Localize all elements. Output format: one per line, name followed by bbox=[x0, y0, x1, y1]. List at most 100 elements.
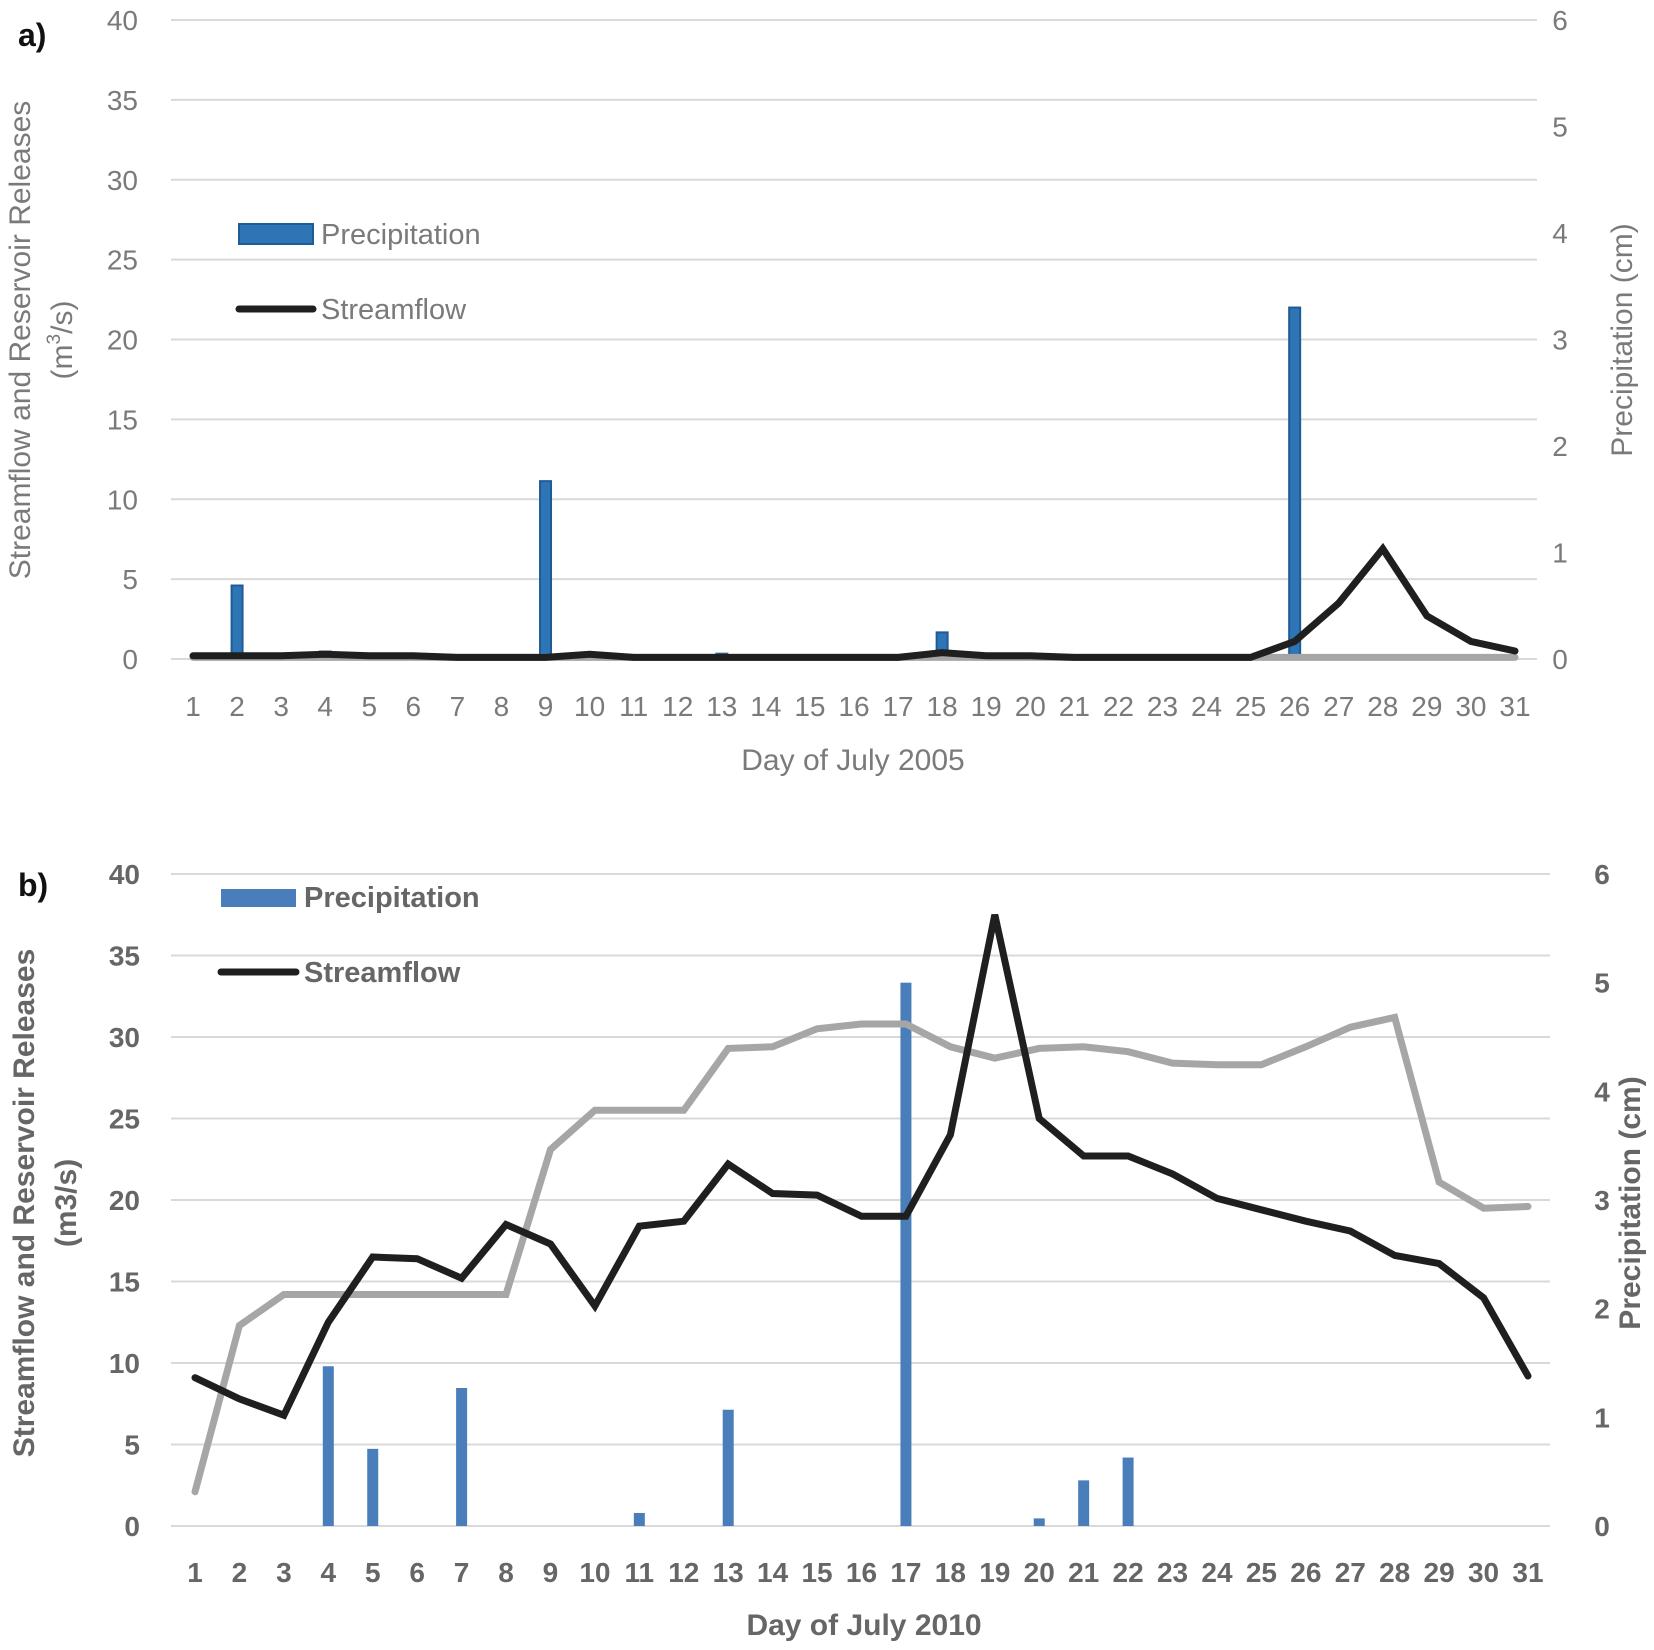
x-tick-label: 9 bbox=[543, 1557, 559, 1588]
x-tick-label: 20 bbox=[1015, 691, 1046, 722]
left-tick-label: 20 bbox=[109, 1185, 140, 1216]
right-tick-label: 6 bbox=[1594, 859, 1610, 890]
panel-b-left-axis: 0 5 10 15 20 25 30 35 40 bbox=[109, 859, 140, 1542]
x-tick-label: 29 bbox=[1411, 691, 1442, 722]
streamflow-line bbox=[191, 914, 1532, 1420]
reservoir-releases-line bbox=[191, 1013, 1532, 1496]
precipitation-bar bbox=[1078, 1480, 1090, 1526]
x-tick-label: 17 bbox=[890, 1557, 921, 1588]
panel-b-right-axis: 0 1 2 3 4 5 6 bbox=[1594, 859, 1610, 1542]
legend-streamflow-label: Streamflow bbox=[321, 294, 467, 326]
left-tick-label: 5 bbox=[124, 1430, 140, 1461]
x-tick-label: 4 bbox=[321, 1557, 337, 1588]
x-tick-label: 31 bbox=[1512, 1557, 1543, 1588]
precipitation-bar bbox=[1122, 1457, 1134, 1526]
panel-a-lines bbox=[189, 542, 1519, 661]
x-tick-label: 1 bbox=[185, 691, 201, 722]
x-tick-label: 4 bbox=[317, 691, 333, 722]
x-tick-label: 18 bbox=[927, 691, 958, 722]
right-tick-label: 3 bbox=[1594, 1185, 1610, 1216]
left-tick-label: 35 bbox=[107, 85, 138, 116]
x-tick-label: 25 bbox=[1235, 691, 1266, 722]
precipitation-bar bbox=[539, 480, 553, 660]
x-tick-label: 28 bbox=[1379, 1557, 1410, 1588]
panel-a-left-axis: 0 5 10 15 20 25 30 35 40 bbox=[107, 5, 138, 675]
right-tick-label: 5 bbox=[1594, 968, 1610, 999]
x-tick-label: 10 bbox=[574, 691, 605, 722]
left-tick-label: 35 bbox=[109, 941, 140, 972]
right-tick-label: 4 bbox=[1552, 218, 1568, 249]
right-tick-label: 5 bbox=[1552, 112, 1568, 143]
x-tick-label: 6 bbox=[409, 1557, 425, 1588]
x-tick-label: 10 bbox=[579, 1557, 610, 1588]
x-tick-label: 5 bbox=[365, 1557, 381, 1588]
x-tick-label: 14 bbox=[757, 1557, 789, 1588]
panel-a-x-axis: 1 2 3 4 5 6 7 8 9 10 11 12 13 14 15 16 17 18 19 20 21 22 23 24 2… bbox=[185, 691, 1530, 722]
x-tick-label: 12 bbox=[662, 691, 693, 722]
precipitation-bar bbox=[722, 1409, 734, 1526]
streamflow-line bbox=[189, 542, 1519, 661]
precipitation-bar bbox=[322, 1366, 334, 1526]
left-tick-label: 15 bbox=[107, 404, 138, 435]
panel-b-x-axis: 1 2 3 4 5 6 7 8 9 10 11 12 13 14 15 16 17 18 19 20 21 22 23 24 2… bbox=[187, 1557, 1543, 1588]
x-tick-label: 22 bbox=[1113, 1557, 1144, 1588]
x-tick-label: 15 bbox=[801, 1557, 832, 1588]
left-tick-label: 20 bbox=[107, 325, 138, 356]
left-tick-label: 15 bbox=[109, 1267, 140, 1298]
x-tick-label: 19 bbox=[971, 691, 1002, 722]
legend-precipitation-swatch bbox=[238, 223, 314, 245]
x-tick-label: 20 bbox=[1024, 1557, 1055, 1588]
panel-b-y-axis-title: Streamflow and Reservoir Releases (m3/s) bbox=[8, 949, 83, 1458]
precipitation-bar bbox=[633, 1512, 645, 1526]
x-tick-label: 23 bbox=[1157, 1557, 1188, 1588]
x-tick-label: 27 bbox=[1335, 1557, 1366, 1588]
left-tick-label: 0 bbox=[122, 644, 138, 675]
x-tick-label: 16 bbox=[846, 1557, 877, 1588]
panel-a-label: a) bbox=[18, 17, 46, 53]
x-tick-label: 23 bbox=[1147, 691, 1178, 722]
left-tick-label: 0 bbox=[124, 1511, 140, 1542]
x-tick-label: 12 bbox=[668, 1557, 699, 1588]
x-tick-label: 30 bbox=[1455, 691, 1486, 722]
panel-a-precipitation-bars bbox=[230, 306, 1302, 661]
x-tick-label: 8 bbox=[494, 691, 510, 722]
x-tick-label: 18 bbox=[935, 1557, 966, 1588]
x-tick-label: 30 bbox=[1468, 1557, 1499, 1588]
x-tick-label: 13 bbox=[713, 1557, 744, 1588]
precipitation-bar bbox=[1288, 306, 1302, 660]
x-tick-label: 22 bbox=[1103, 691, 1134, 722]
left-tick-label: 30 bbox=[107, 165, 138, 196]
right-tick-label: 6 bbox=[1552, 5, 1568, 36]
left-tick-label: 40 bbox=[107, 5, 138, 36]
x-tick-label: 26 bbox=[1290, 1557, 1321, 1588]
panel-b-right-axis-title: Precipitation (cm) bbox=[1614, 1076, 1647, 1329]
right-tick-label: 4 bbox=[1594, 1076, 1610, 1107]
right-tick-label: 2 bbox=[1552, 431, 1568, 462]
x-tick-label: 7 bbox=[454, 1557, 470, 1588]
x-tick-label: 6 bbox=[406, 691, 422, 722]
left-tick-label: 25 bbox=[107, 245, 138, 276]
right-tick-label: 1 bbox=[1552, 538, 1568, 569]
precipitation-bar bbox=[1033, 1518, 1045, 1526]
x-tick-label: 19 bbox=[979, 1557, 1010, 1588]
x-tick-label: 31 bbox=[1499, 691, 1530, 722]
x-tick-label: 16 bbox=[838, 691, 869, 722]
panel-a-y-axis-title: Streamflow and Reservoir Releases (m3/s) bbox=[4, 101, 79, 580]
precipitation-bar bbox=[367, 1448, 379, 1526]
panel-a-y-title-line1: Streamflow and Reservoir Releases bbox=[4, 101, 37, 580]
x-tick-label: 11 bbox=[619, 691, 648, 722]
x-tick-label: 27 bbox=[1323, 691, 1354, 722]
x-tick-label: 21 bbox=[1059, 691, 1090, 722]
left-tick-label: 10 bbox=[109, 1348, 140, 1379]
x-tick-label: 25 bbox=[1246, 1557, 1277, 1588]
panel-b-lines bbox=[191, 914, 1532, 1496]
panel-a-y-title-line2: (m3/s) bbox=[44, 301, 79, 380]
x-tick-label: 5 bbox=[361, 691, 377, 722]
x-tick-label: 21 bbox=[1068, 1557, 1099, 1588]
precipitation-bar bbox=[900, 982, 912, 1526]
x-tick-label: 2 bbox=[229, 691, 245, 722]
panel-b-y-title-line1: Streamflow and Reservoir Releases bbox=[8, 949, 41, 1458]
left-tick-label: 30 bbox=[109, 1022, 140, 1053]
